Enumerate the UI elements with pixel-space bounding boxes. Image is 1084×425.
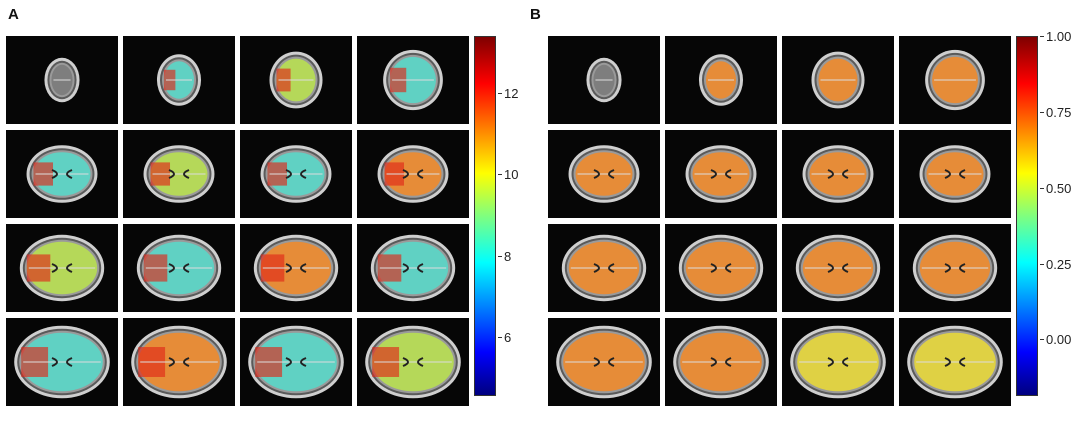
- brain-slice-tile: [548, 36, 660, 124]
- brain-slice-tile: [240, 318, 352, 406]
- brain-slice-tile: [548, 318, 660, 406]
- brain-slice-tile: [899, 130, 1011, 218]
- brain-slice-tile: [6, 224, 118, 312]
- brain-slice-tile: [899, 224, 1011, 312]
- colorbar-tick-label: 6: [497, 330, 512, 346]
- brain-slice-tile: [240, 130, 352, 218]
- brain-slice-tile: [123, 36, 235, 124]
- brain-slice-tile: [665, 318, 777, 406]
- brain-slice-grid-a: [6, 36, 469, 406]
- panel-label-b: B: [530, 6, 541, 23]
- brain-slice-tile: [240, 224, 352, 312]
- brain-slice-tile: [665, 36, 777, 124]
- brain-slice-tile: [782, 318, 894, 406]
- colorbar-tick-label: 12: [497, 85, 519, 101]
- brain-slice-tile: [357, 36, 469, 124]
- brain-slice-tile: [6, 130, 118, 218]
- brain-slice-tile: [6, 318, 118, 406]
- brain-slice-tile: [123, 318, 235, 406]
- brain-slice-tile: [782, 36, 894, 124]
- colorbar-tick-label: 0.25: [1039, 256, 1072, 272]
- colorbar-b: [1016, 36, 1038, 396]
- brain-slice-tile: [665, 130, 777, 218]
- brain-slice-tile: [548, 130, 660, 218]
- colorbar-tick-label: 0.00: [1039, 332, 1072, 348]
- brain-slice-tile: [357, 130, 469, 218]
- colorbar-tick-label: 8: [497, 248, 512, 264]
- colorbar-a: [474, 36, 496, 396]
- brain-slice-tile: [782, 130, 894, 218]
- brain-slice-tile: [899, 36, 1011, 124]
- brain-slice-tile: [240, 36, 352, 124]
- brain-slice-grid-b: [548, 36, 1011, 406]
- brain-slice-tile: [123, 130, 235, 218]
- colorbar-tick-label: 10: [497, 167, 519, 183]
- colorbar-tick-label: 0.50: [1039, 180, 1072, 196]
- brain-slice-tile: [357, 224, 469, 312]
- colorbar-tick-label: 1.00: [1039, 29, 1072, 44]
- brain-slice-tile: [123, 224, 235, 312]
- brain-slice-tile: [6, 36, 118, 124]
- colorbar-tick-label: 0.75: [1039, 104, 1072, 120]
- brain-slice-tile: [665, 224, 777, 312]
- brain-slice-tile: [782, 224, 894, 312]
- brain-slice-tile: [899, 318, 1011, 406]
- brain-slice-tile: [357, 318, 469, 406]
- brain-slice-tile: [548, 224, 660, 312]
- panel-label-a: A: [8, 6, 19, 23]
